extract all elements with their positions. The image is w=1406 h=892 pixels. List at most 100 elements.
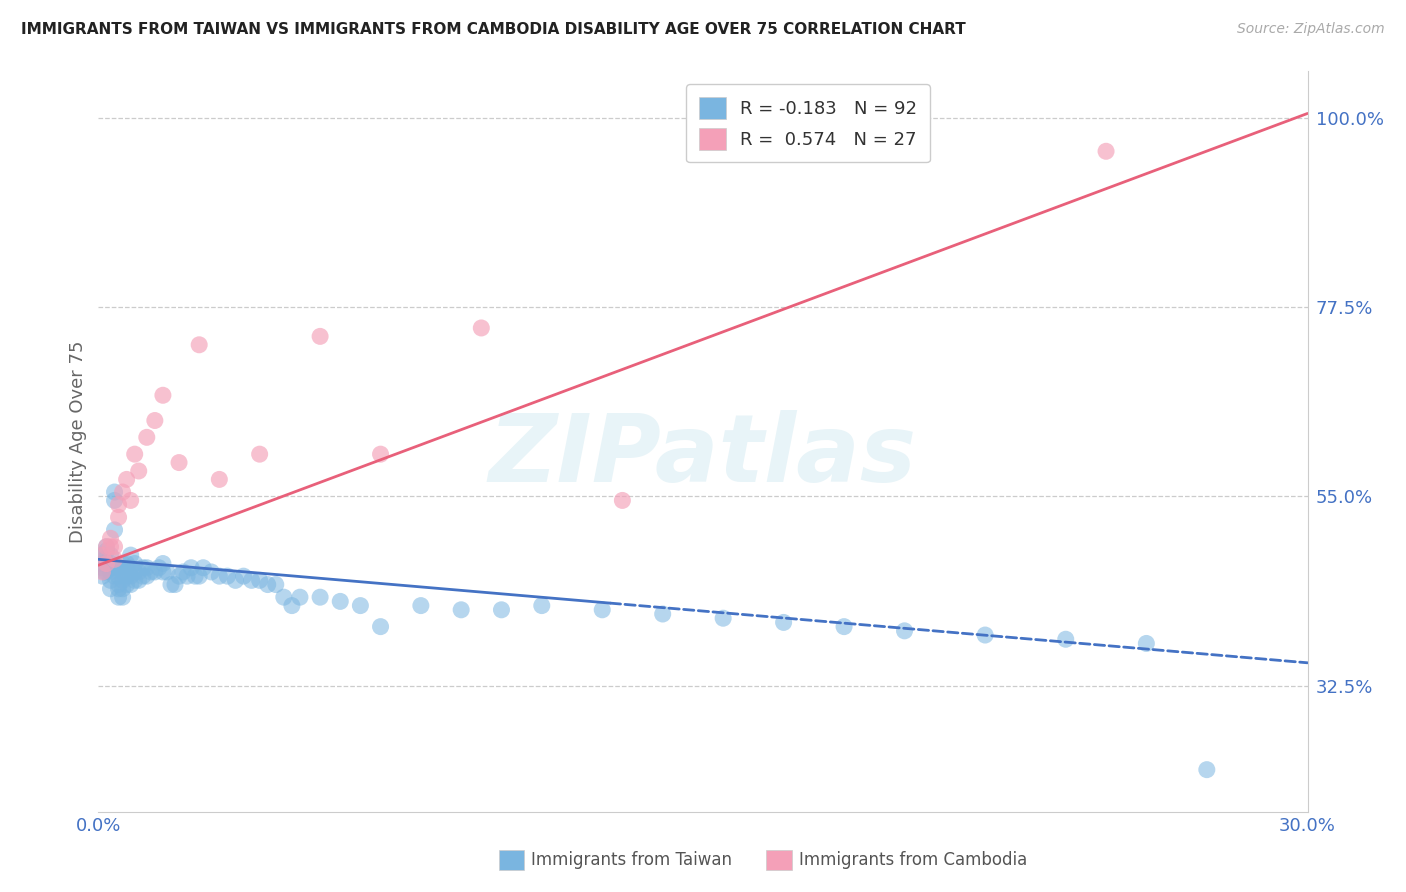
- Immigrants from Taiwan: [1195, 763, 1218, 777]
- Immigrants from Taiwan: [115, 557, 138, 571]
- Immigrants from Taiwan: [152, 565, 174, 579]
- Immigrants from Taiwan: [132, 569, 155, 583]
- Immigrants from Taiwan: [264, 577, 287, 591]
- Immigrants from Taiwan: [193, 560, 215, 574]
- Immigrants from Taiwan: [184, 569, 207, 583]
- Immigrants from Taiwan: [409, 599, 432, 613]
- Immigrants from Taiwan: [240, 574, 263, 588]
- Immigrants from Taiwan: [91, 560, 114, 574]
- Immigrants from Taiwan: [256, 577, 278, 591]
- Immigrants from Taiwan: [160, 577, 183, 591]
- Immigrants from Taiwan: [273, 590, 295, 604]
- Immigrants from Taiwan: [103, 485, 125, 500]
- Immigrants from Taiwan: [115, 569, 138, 583]
- Immigrants from Cambodia: [124, 447, 146, 461]
- Immigrants from Cambodia: [370, 447, 392, 461]
- Immigrants from Cambodia: [96, 557, 118, 571]
- Immigrants from Cambodia: [188, 338, 211, 352]
- Immigrants from Taiwan: [90, 557, 112, 571]
- Immigrants from Taiwan: [111, 590, 134, 604]
- Immigrants from Cambodia: [103, 552, 125, 566]
- Immigrants from Taiwan: [107, 560, 129, 574]
- Immigrants from Taiwan: [832, 619, 855, 633]
- Immigrants from Taiwan: [143, 565, 166, 579]
- Immigrants from Taiwan: [124, 557, 146, 571]
- Immigrants from Taiwan: [91, 569, 114, 583]
- Immigrants from Taiwan: [772, 615, 794, 630]
- Immigrants from Taiwan: [120, 577, 142, 591]
- Immigrants from Taiwan: [224, 574, 246, 588]
- Immigrants from Cambodia: [96, 540, 118, 554]
- Immigrants from Taiwan: [132, 560, 155, 574]
- Immigrants from Taiwan: [232, 569, 254, 583]
- Immigrants from Taiwan: [329, 594, 352, 608]
- Immigrants from Taiwan: [103, 493, 125, 508]
- Immigrants from Cambodia: [128, 464, 150, 478]
- Immigrants from Taiwan: [1135, 636, 1157, 650]
- Immigrants from Taiwan: [167, 569, 190, 583]
- Immigrants from Taiwan: [1054, 632, 1077, 647]
- Immigrants from Taiwan: [103, 560, 125, 574]
- Immigrants from Taiwan: [96, 540, 118, 554]
- Immigrants from Taiwan: [111, 557, 134, 571]
- Immigrants from Cambodia: [100, 531, 122, 545]
- Immigrants from Taiwan: [103, 569, 125, 583]
- Immigrants from Cambodia: [167, 456, 190, 470]
- Immigrants from Taiwan: [115, 577, 138, 591]
- Immigrants from Taiwan: [974, 628, 997, 642]
- Immigrants from Taiwan: [152, 557, 174, 571]
- Immigrants from Cambodia: [91, 565, 114, 579]
- Immigrants from Taiwan: [128, 565, 150, 579]
- Immigrants from Taiwan: [135, 569, 157, 583]
- Immigrants from Taiwan: [128, 574, 150, 588]
- Immigrants from Cambodia: [103, 540, 125, 554]
- Immigrants from Taiwan: [120, 548, 142, 562]
- Immigrants from Taiwan: [176, 569, 198, 583]
- Text: Source: ZipAtlas.com: Source: ZipAtlas.com: [1237, 22, 1385, 37]
- Text: IMMIGRANTS FROM TAIWAN VS IMMIGRANTS FROM CAMBODIA DISABILITY AGE OVER 75 CORREL: IMMIGRANTS FROM TAIWAN VS IMMIGRANTS FRO…: [21, 22, 966, 37]
- Immigrants from Taiwan: [100, 548, 122, 562]
- Immigrants from Taiwan: [591, 603, 613, 617]
- Immigrants from Cambodia: [107, 510, 129, 524]
- Immigrants from Taiwan: [491, 603, 513, 617]
- Immigrants from Taiwan: [120, 560, 142, 574]
- Immigrants from Taiwan: [100, 565, 122, 579]
- Immigrants from Taiwan: [370, 619, 392, 633]
- Immigrants from Taiwan: [124, 574, 146, 588]
- Immigrants from Taiwan: [115, 560, 138, 574]
- Immigrants from Taiwan: [893, 624, 915, 638]
- Immigrants from Taiwan: [100, 582, 122, 596]
- Immigrants from Taiwan: [172, 565, 194, 579]
- Immigrants from Taiwan: [124, 565, 146, 579]
- Immigrants from Taiwan: [249, 574, 271, 588]
- Immigrants from Cambodia: [135, 430, 157, 444]
- Immigrants from Taiwan: [111, 574, 134, 588]
- Immigrants from Cambodia: [612, 493, 634, 508]
- Immigrants from Taiwan: [107, 582, 129, 596]
- Immigrants from Taiwan: [96, 557, 118, 571]
- Immigrants from Taiwan: [103, 523, 125, 537]
- Immigrants from Taiwan: [156, 565, 179, 579]
- Immigrants from Taiwan: [91, 548, 114, 562]
- Immigrants from Taiwan: [163, 577, 186, 591]
- Immigrants from Taiwan: [288, 590, 311, 604]
- Immigrants from Taiwan: [349, 599, 371, 613]
- Immigrants from Taiwan: [135, 560, 157, 574]
- Immigrants from Cambodia: [100, 540, 122, 554]
- Immigrants from Taiwan: [148, 560, 170, 574]
- Immigrants from Taiwan: [217, 569, 239, 583]
- Immigrants from Cambodia: [91, 548, 114, 562]
- Immigrants from Cambodia: [115, 472, 138, 486]
- Immigrants from Taiwan: [200, 565, 222, 579]
- Immigrants from Taiwan: [93, 552, 115, 566]
- Immigrants from Taiwan: [96, 565, 118, 579]
- Immigrants from Taiwan: [281, 599, 304, 613]
- Immigrants from Cambodia: [111, 485, 134, 500]
- Immigrants from Cambodia: [152, 388, 174, 402]
- Immigrants from Taiwan: [711, 611, 734, 625]
- Immigrants from Taiwan: [139, 565, 162, 579]
- Immigrants from Cambodia: [120, 493, 142, 508]
- Immigrants from Taiwan: [208, 569, 231, 583]
- Y-axis label: Disability Age Over 75: Disability Age Over 75: [69, 340, 87, 543]
- Immigrants from Taiwan: [111, 582, 134, 596]
